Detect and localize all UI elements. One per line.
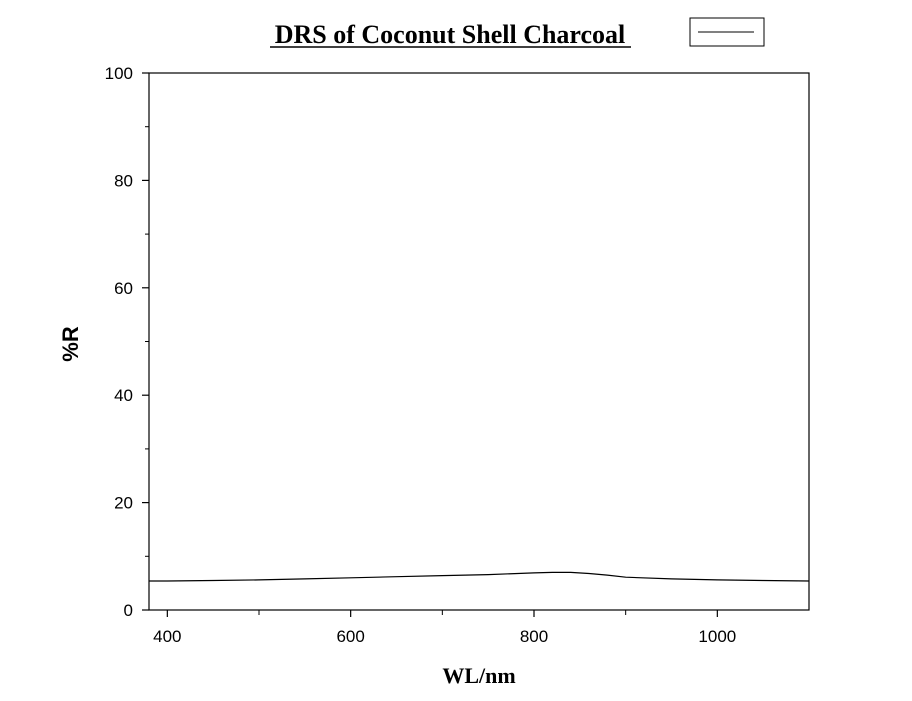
x-axis-label: WL/nm <box>442 663 515 688</box>
plot-frame <box>148 72 810 611</box>
x-tick-label: 600 <box>336 627 364 646</box>
x-tick-label: 400 <box>153 627 181 646</box>
y-tick-label: 40 <box>114 386 133 405</box>
y-tick-label: 100 <box>105 64 133 83</box>
x-tick-label: 800 <box>520 627 548 646</box>
x-tick-label: 1000 <box>698 627 736 646</box>
ticks-layer: 400 600 800 1000 0 20 40 60 80 100 <box>105 64 737 646</box>
y-tick-label: 60 <box>114 279 133 298</box>
chart-title: DRS of Coconut Shell Charcoal <box>275 20 626 49</box>
y-tick-label: 0 <box>124 601 133 620</box>
series-layer <box>149 571 810 582</box>
series-line <box>149 571 810 582</box>
y-axis-label: %R <box>58 326 83 362</box>
y-tick-label: 20 <box>114 494 133 513</box>
y-tick-label: 80 <box>114 171 133 190</box>
